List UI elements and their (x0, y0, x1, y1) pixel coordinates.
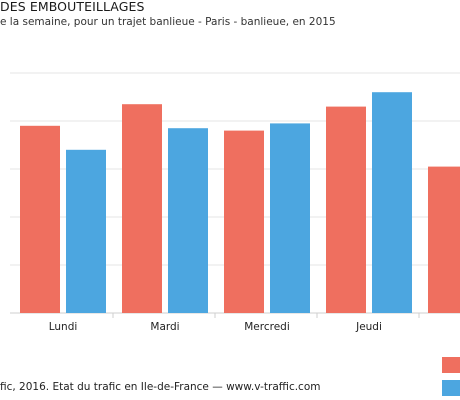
bar (428, 166, 460, 313)
bar (168, 128, 208, 313)
chart-subtitle: e la semaine, pour un trajet banlieue - … (0, 16, 336, 28)
source-note: fic, 2016. Etat du trafic en Ile-de-Fran… (0, 381, 321, 393)
chart-title: DES EMBOUTEILLAGES (0, 0, 145, 14)
x-tick-label: Mardi (150, 321, 179, 333)
bar (270, 123, 310, 314)
x-tick-label: Mercredi (244, 321, 290, 333)
legend-swatch-series-b (442, 380, 460, 396)
bar (224, 130, 264, 313)
legend-swatch-series-a (442, 357, 460, 373)
x-tick-label: Jeudi (355, 321, 382, 333)
bar (66, 149, 106, 313)
bar (326, 106, 366, 313)
bar (372, 92, 412, 313)
bar-chart: LundiMardiMercrediJeudiVe (10, 72, 460, 333)
bar (122, 104, 162, 313)
x-tick-label: Lundi (49, 321, 78, 333)
bar (20, 125, 60, 313)
